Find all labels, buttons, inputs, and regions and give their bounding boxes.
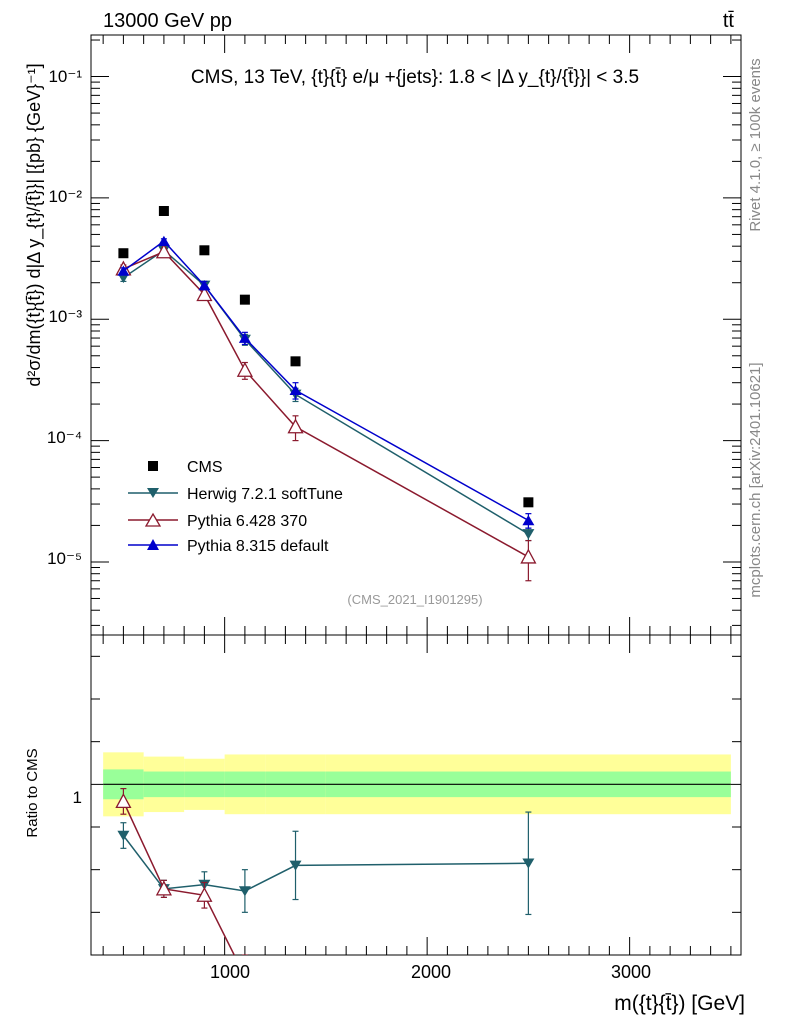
ratio-data-point bbox=[289, 860, 302, 871]
data-point bbox=[196, 286, 213, 302]
data-point bbox=[198, 280, 211, 291]
x-axis-label: m({t}{t̄}) [GeV] bbox=[614, 992, 745, 1015]
legend-label-herwig: Herwig 7.2.1 softTune bbox=[187, 486, 343, 503]
data-point bbox=[520, 548, 537, 564]
x-tick-label: 2000 bbox=[411, 962, 451, 982]
y-axis-label-main: d²σ/dm({t}{t̄}) d|Δ y_{t}/{t̄}}| [{pb} {… bbox=[24, 63, 45, 386]
y-tick-label-main: 10⁻² bbox=[48, 187, 82, 206]
data-point bbox=[118, 248, 129, 259]
series-line bbox=[123, 250, 529, 558]
ratio-data-point bbox=[155, 880, 172, 896]
data-point bbox=[239, 294, 250, 305]
data-point bbox=[158, 205, 169, 216]
data-point bbox=[155, 243, 172, 259]
ratio-plot-frame bbox=[90, 634, 742, 956]
data-point bbox=[287, 418, 304, 434]
analysis-watermark: (CMS_2021_I1901295) bbox=[347, 592, 482, 607]
header-left: 13000 GeV pp bbox=[103, 10, 232, 32]
y-tick-label-main: 10⁻⁴ bbox=[47, 428, 82, 447]
data-point bbox=[289, 384, 302, 396]
legend-label-pythia8: Pythia 8.315 default bbox=[187, 538, 329, 555]
legend-marker-herwig bbox=[147, 488, 159, 498]
y-axis-label-ratio: Ratio to CMS bbox=[24, 748, 41, 837]
header-right: tt̄ bbox=[723, 10, 735, 32]
data-point bbox=[522, 529, 535, 540]
legend-label-pythia6: Pythia 6.428 370 bbox=[187, 513, 307, 530]
y-tick-label-main: 10⁻⁵ bbox=[47, 549, 82, 568]
y-tick-label-ratio: 1 bbox=[73, 788, 82, 807]
mcplots-label: mcplots.cern.ch [arXiv:2401.10621] bbox=[747, 362, 764, 597]
legend-marker-pythia8 bbox=[147, 539, 159, 550]
data-point bbox=[199, 245, 210, 256]
ratio-data-point bbox=[196, 886, 213, 902]
x-tick-label: 1000 bbox=[210, 962, 250, 982]
ratio-data-point bbox=[238, 886, 251, 897]
series-line bbox=[122, 240, 529, 522]
data-point bbox=[157, 235, 170, 246]
y-tick-label-main: 10⁻¹ bbox=[48, 67, 82, 86]
data-point bbox=[117, 265, 130, 276]
legend-label-cms: CMS bbox=[187, 459, 223, 476]
ratio-series-group bbox=[115, 787, 535, 955]
data-point bbox=[290, 356, 301, 367]
data-point bbox=[523, 497, 534, 508]
ratio-data-point bbox=[522, 858, 535, 869]
rivet-label: Rivet 4.1.0, ≥ 100k events bbox=[747, 58, 764, 231]
x-tick-label: 3000 bbox=[611, 962, 651, 982]
ratio-series-line bbox=[122, 835, 529, 892]
ratio-data-point bbox=[115, 793, 132, 809]
ratio-data-point bbox=[117, 830, 130, 841]
y-tick-label-main: 10⁻³ bbox=[48, 307, 82, 326]
legend-marker-cms bbox=[148, 461, 158, 471]
data-point bbox=[522, 514, 535, 526]
legend-marker-pythia6 bbox=[144, 512, 162, 527]
data-point bbox=[236, 361, 253, 377]
legend: CMS Herwig 7.2.1 softTune Pythia 6.428 3… bbox=[128, 459, 343, 555]
data-point bbox=[238, 332, 251, 343]
plot-title: CMS, 13 TeV, {t}{t̄} e/μ +{jets}: 1.8 < … bbox=[191, 67, 639, 88]
